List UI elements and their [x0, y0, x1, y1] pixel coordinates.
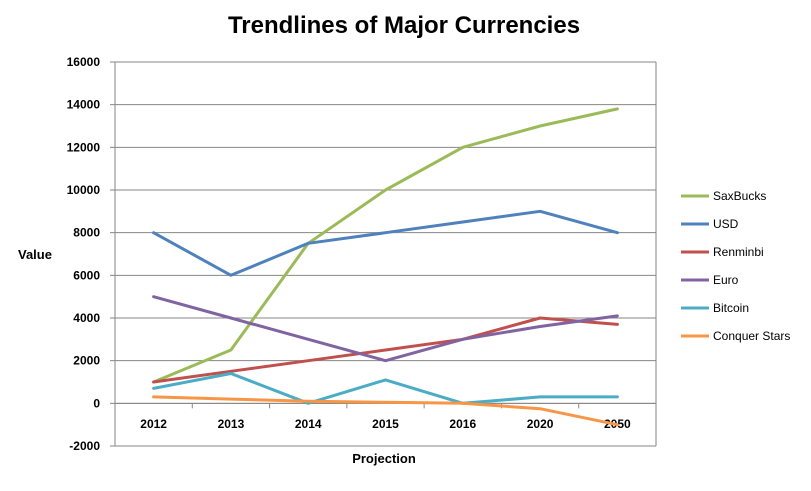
legend-item: SaxBucks — [681, 189, 766, 203]
series-lines — [152, 107, 619, 427]
y-tick-label: 4000 — [73, 311, 100, 325]
legend-label: Bitcoin — [713, 301, 749, 315]
legend-item: Renminbi — [681, 245, 764, 259]
legend-label: USD — [713, 217, 739, 231]
series-line-bitcoin — [152, 372, 619, 405]
x-tick-label: 2015 — [372, 417, 399, 431]
series-line-conquer-stars — [152, 395, 619, 427]
series-line-euro — [152, 295, 619, 363]
y-tick-label: 8000 — [73, 226, 100, 240]
x-tick-label: 2013 — [218, 417, 245, 431]
series-line-saxbucks — [152, 107, 619, 384]
y-axis-ticks: -2000 0 2000 4000 6000 8000 10000 12000 14000 160… — [67, 55, 101, 453]
series-line-usd — [152, 209, 619, 277]
series-line-renminbi — [152, 316, 619, 384]
x-tick-label: 2020 — [527, 417, 554, 431]
legend-label: Conquer Stars — [713, 329, 790, 343]
y-tick-label: 0 — [93, 396, 100, 410]
legend-label: Renminbi — [713, 245, 764, 259]
legend-label: Euro — [713, 273, 739, 287]
y-tick-label: 2000 — [73, 354, 100, 368]
x-axis-ticks: 2012 2013 2014 2015 2016 2020 2050 — [140, 417, 631, 431]
legend-item: USD — [681, 217, 739, 231]
y-axis-label: Value — [18, 247, 52, 262]
y-tick-label: 6000 — [73, 268, 100, 282]
y-tick-label: 10000 — [67, 183, 101, 197]
x-axis-label: Projection — [352, 451, 416, 466]
legend-item: Euro — [681, 273, 739, 287]
chart-title: Trendlines of Major Currencies — [228, 12, 580, 39]
y-tick-label: 12000 — [67, 140, 101, 154]
legend-label: SaxBucks — [713, 189, 766, 203]
legend-item: Conquer Stars — [681, 329, 790, 343]
x-tick-label: 2016 — [449, 417, 476, 431]
legend-item: Bitcoin — [681, 301, 749, 315]
y-tick-label: 14000 — [67, 98, 101, 112]
y-tick-label: -2000 — [69, 439, 100, 453]
legend: SaxBucks USD Renminbi Euro Bitcoin Conquer St… — [681, 189, 790, 343]
x-tick-label: 2012 — [140, 417, 167, 431]
y-tick-label: 16000 — [67, 55, 101, 69]
x-tick-label: 2014 — [295, 417, 322, 431]
